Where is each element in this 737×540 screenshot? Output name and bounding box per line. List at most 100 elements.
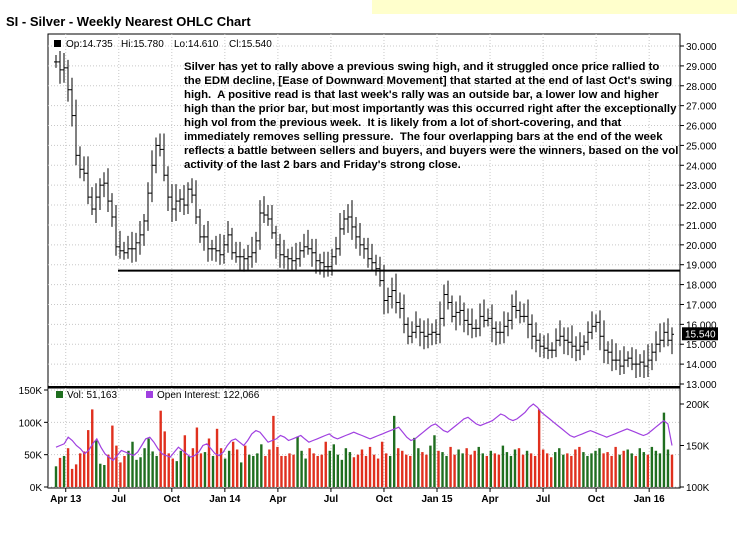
price-bar (254, 231, 258, 263)
volume-tick-label: 50K (24, 451, 42, 462)
vol-legend-marker (56, 391, 63, 398)
volume-bar (179, 450, 183, 487)
volume-bar (248, 454, 251, 487)
volume-bar (638, 448, 641, 487)
price-bar (150, 150, 154, 203)
ohlc-legend-op: Op:14.735 (66, 39, 113, 50)
price-bar (62, 52, 66, 83)
price-bar (370, 243, 374, 271)
price-bar (390, 277, 394, 309)
price-bar (482, 299, 486, 328)
price-bar (558, 320, 562, 347)
price-tick-label: 13.000 (686, 380, 717, 391)
volume-bar (622, 450, 625, 487)
volume-bar (240, 462, 243, 487)
volume-bar (111, 425, 114, 487)
price-bar (162, 133, 166, 182)
price-bar (118, 230, 122, 259)
last-price-label: 15.540 (685, 329, 716, 340)
volume-bar (570, 455, 573, 487)
volume-bar (163, 431, 166, 487)
volume-bar (312, 453, 315, 487)
volume-bar (505, 452, 509, 487)
volume-bar (103, 465, 106, 487)
volume-bar (384, 453, 388, 487)
price-bar (538, 333, 542, 358)
time-tick-label: Oct (588, 494, 605, 505)
price-tick-label: 20.000 (686, 241, 717, 252)
price-bar (526, 299, 530, 339)
volume-bar (260, 444, 263, 487)
price-bar (210, 239, 214, 261)
price-tick-label: 23.000 (686, 181, 717, 192)
price-bar (618, 350, 622, 376)
volume-bar (74, 464, 78, 487)
volume-bar (497, 454, 501, 487)
price-bar (442, 284, 446, 327)
price-bar (594, 314, 598, 333)
price-bar (346, 204, 350, 233)
price-bar (546, 333, 550, 360)
volume-bar (187, 455, 191, 487)
volume-bar (304, 458, 307, 487)
volume-bar (658, 453, 662, 487)
volume-bar (340, 459, 344, 487)
volume-bar (300, 450, 303, 487)
price-bar (630, 347, 634, 371)
volume-bar (127, 450, 130, 487)
volume-bar (594, 450, 597, 487)
price-bar (590, 311, 594, 340)
price-bar (486, 308, 490, 327)
volume-bar (465, 448, 468, 487)
volume-bars (54, 409, 674, 487)
volume-bar (376, 458, 380, 487)
volume-bar (195, 427, 199, 487)
price-bar (262, 196, 266, 223)
price-tick-label: 17.000 (686, 300, 717, 311)
price-bar (530, 314, 534, 350)
volume-bar (123, 455, 126, 487)
oi-legend-marker (146, 391, 153, 398)
volume-bar (356, 454, 360, 487)
volume-bar (550, 457, 553, 487)
volume-axes: 150K 100K 50K 0K 200K 150K 100K (19, 386, 710, 494)
volume-bar (662, 412, 666, 487)
price-tick-label: 28.000 (686, 82, 717, 93)
price-bar (374, 254, 378, 276)
volume-bar (449, 446, 452, 487)
volume-bar (139, 457, 142, 487)
volume-bar (191, 448, 195, 487)
volume-bar (545, 453, 549, 487)
volume-bar (461, 453, 464, 487)
volume-bar (654, 450, 658, 487)
price-axis: 30.000 29.000 28.000 27.000 26.000 25.000 24.0… (680, 42, 717, 391)
time-tick-label: Oct (376, 494, 393, 505)
price-bar (290, 246, 294, 271)
volume-bar (308, 448, 311, 487)
price-bar (114, 205, 118, 256)
volume-bar (433, 435, 436, 487)
price-bar (86, 156, 90, 205)
volume-bar (115, 445, 118, 487)
price-bar (90, 187, 94, 215)
price-bar (278, 233, 282, 268)
volume-bar (167, 453, 170, 487)
price-tick-label: 16.000 (686, 320, 717, 331)
price-bar (626, 351, 630, 368)
price-bar (186, 182, 190, 215)
volume-bar (558, 448, 561, 487)
price-bar (458, 295, 462, 326)
price-bar (666, 318, 670, 347)
time-tick-label: Jan 15 (421, 494, 453, 505)
volume-bar (272, 415, 275, 487)
volume-bar (501, 445, 505, 487)
price-bar (214, 235, 218, 262)
price-bar (402, 294, 406, 334)
price-bar (258, 200, 262, 250)
volume-bar (276, 446, 279, 487)
volume-bar (392, 415, 396, 487)
volume-bar (151, 451, 154, 487)
volume-bar (630, 453, 633, 487)
price-bar (310, 238, 314, 267)
price-bar (242, 248, 246, 272)
